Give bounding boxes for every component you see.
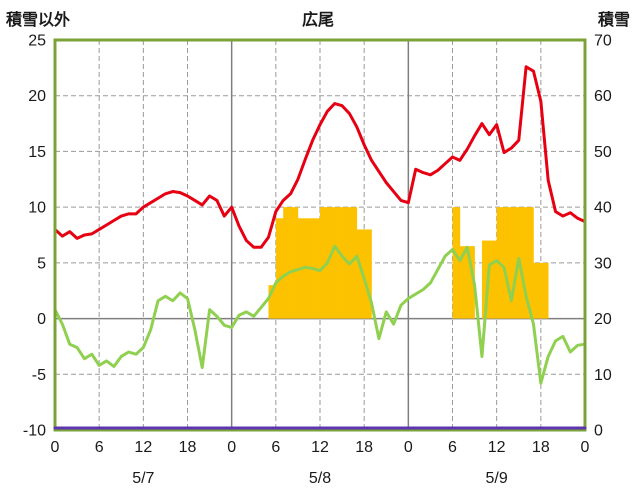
x-axis-tick-label: 12 [134, 439, 152, 456]
sunshine-orange-bars [452, 207, 461, 319]
sunshine-orange-bars [459, 246, 468, 319]
temperature-red-line [53, 65, 587, 249]
sunshine-orange-bars [540, 262, 549, 319]
sunshine-orange-bars [467, 246, 475, 319]
right-axis-tick-label: 50 [594, 144, 612, 161]
station-title: 広尾 [301, 12, 334, 29]
x-axis-tick-label: 0 [227, 439, 236, 456]
sunshine-orange-bars [511, 207, 520, 319]
left-axis-tick-label: 0 [37, 311, 46, 328]
right-axis-tick-label: 40 [594, 200, 612, 217]
sunshine-orange-bars [518, 207, 527, 319]
right-axis-tick-label: 30 [594, 255, 612, 272]
left-axis-tick-label: 10 [28, 200, 46, 217]
secondary-green-line [53, 244, 587, 385]
sunshine-orange-bars [364, 229, 372, 319]
left-axis-tick-label: -5 [32, 367, 46, 384]
x-axis-tick-label: 18 [355, 439, 373, 456]
sunshine-orange-bars [320, 207, 328, 319]
x-axis-tick-label: 0 [404, 439, 413, 456]
sunshine-orange-bars [533, 262, 542, 319]
x-axis-tick-label: 6 [271, 439, 280, 456]
left-axis-tick-label: -10 [23, 423, 46, 440]
sunshine-orange-bars [275, 218, 284, 319]
left-axis-title: 積雪以外 [6, 12, 71, 29]
left-axis-tick-label: 20 [28, 88, 46, 105]
right-axis-tick-label: 70 [594, 33, 612, 50]
x-axis-tick-label: 12 [311, 439, 329, 456]
right-axis-tick-label: 60 [594, 88, 612, 105]
right-axis-title: 積雪 [597, 12, 630, 29]
x-axis-tick-label: 12 [488, 439, 506, 456]
left-axis-tick-label: 25 [28, 33, 46, 50]
right-axis-tick-label: 20 [594, 311, 612, 328]
x-axis-tick-label: 18 [179, 439, 197, 456]
sunshine-orange-bars [489, 240, 497, 319]
sunshine-orange-bars [283, 207, 291, 319]
date-label: 5/9 [486, 470, 508, 487]
date-label: 5/7 [132, 470, 154, 487]
x-axis-tick-label: 6 [448, 439, 457, 456]
left-axis-tick-label: 15 [28, 144, 46, 161]
plot-frame [53, 38, 587, 432]
sunshine-orange-bars [327, 207, 336, 319]
right-axis-tick-label: 0 [594, 423, 603, 440]
sunshine-orange-bars [356, 229, 365, 319]
sunshine-orange-bars [290, 207, 299, 319]
sunshine-orange-bars [349, 207, 358, 319]
x-axis-tick-label: 0 [51, 439, 60, 456]
x-axis-tick-label: 0 [581, 439, 590, 456]
right-axis-tick-label: 10 [594, 367, 612, 384]
sunshine-orange-bars [334, 207, 343, 319]
sunshine-orange-bars [526, 207, 534, 319]
left-axis-tick-label: 5 [37, 255, 46, 272]
sunshine-orange-bars [504, 207, 512, 319]
x-axis-tick-label: 6 [95, 439, 104, 456]
date-label: 5/8 [309, 470, 331, 487]
sunshine-orange-bars [481, 240, 490, 319]
sunshine-orange-bars [342, 207, 350, 319]
sunshine-orange-bars [268, 285, 277, 319]
x-axis-tick-label: 18 [532, 439, 550, 456]
